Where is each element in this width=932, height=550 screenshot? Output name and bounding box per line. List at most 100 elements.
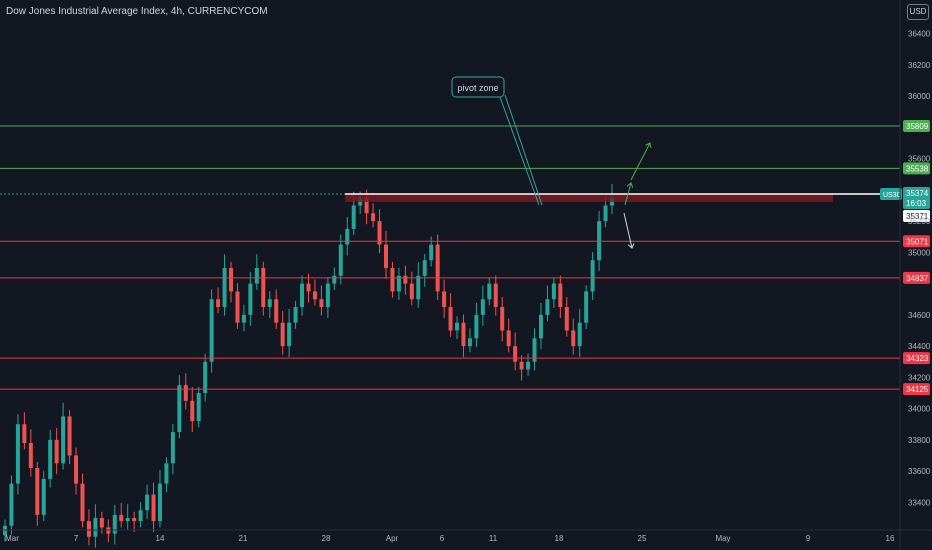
candle-body [132, 518, 137, 522]
candle-body [325, 283, 330, 308]
candle-body [119, 514, 124, 522]
candle-body [61, 416, 66, 464]
x-tick-label: 9 [806, 534, 811, 543]
x-tick-label: 28 [322, 534, 331, 543]
candle-body [312, 291, 317, 300]
candle-body [54, 439, 59, 464]
annotation-label: pivot zone [457, 83, 498, 93]
candle-body [584, 291, 589, 323]
up-arrow-head [626, 182, 634, 188]
candle-body [151, 494, 156, 522]
up-arrow [624, 182, 632, 206]
levels: 35809 35538 35071 34837 34323 34125 US30 353741… [0, 119, 930, 396]
candle-body [538, 314, 543, 339]
candle-body [332, 275, 337, 284]
x-tick-label: 16 [886, 534, 895, 543]
level-tag [903, 271, 930, 284]
y-tick-label: 35200 [908, 217, 931, 226]
annotation-pointer [504, 94, 543, 206]
candle-body [293, 307, 298, 323]
candle-body [319, 299, 324, 308]
candle-body [229, 268, 234, 292]
level-label: 34837 [906, 274, 929, 283]
candles [3, 183, 614, 548]
candle-body [35, 468, 40, 515]
level-tag [903, 162, 930, 175]
x-tick-label: 18 [555, 534, 564, 543]
candle-body [196, 393, 201, 422]
level-tag [903, 352, 930, 365]
candle-body [112, 514, 117, 534]
candle-body [338, 244, 343, 276]
x-tick-label: 21 [239, 534, 248, 543]
level-label: 35809 [906, 122, 929, 131]
y-tick-label: 33800 [908, 436, 931, 445]
candle-body [590, 260, 595, 292]
candle-body [409, 283, 414, 300]
down-arrow-head [627, 243, 635, 249]
candle-body [300, 283, 305, 308]
candle-body [532, 338, 537, 362]
candle-body [487, 283, 492, 300]
level-label: 34323 [906, 354, 929, 363]
candle-body [351, 205, 356, 229]
y-tick-label: 33400 [908, 498, 931, 507]
symbol-label: US30 [883, 192, 901, 199]
candle-body [48, 439, 53, 479]
currency-button[interactable]: USD [907, 4, 929, 20]
resistance-zone [345, 193, 833, 202]
candle-body [67, 416, 72, 456]
candle-body [157, 483, 162, 522]
x-tick-label: 6 [440, 534, 445, 543]
level-tag [903, 383, 930, 396]
target-arrow [630, 142, 651, 181]
annotation: pivot zone [451, 76, 652, 249]
x-tick-label: Apr [386, 534, 399, 543]
y-tick-label: 34600 [908, 311, 931, 320]
candle-body [138, 510, 143, 522]
candle-body [209, 299, 214, 362]
candle-body [306, 283, 311, 292]
candle-body [377, 221, 382, 245]
candle-body [545, 299, 550, 315]
candle-body [551, 283, 556, 300]
price-tag [903, 186, 930, 209]
candle-body [500, 307, 505, 331]
candle-body [267, 299, 272, 308]
candle-body [526, 361, 531, 370]
y-tick-label: 34200 [908, 373, 931, 382]
candle-body [216, 299, 221, 308]
y-tick-label: 33600 [908, 467, 931, 476]
candle-body [164, 463, 169, 484]
candle-body [513, 346, 518, 362]
x-tick-label: 14 [156, 534, 165, 543]
y-tick-label: 35000 [908, 248, 931, 257]
level-label: 34125 [906, 385, 929, 394]
x-tick-label: Mar [5, 534, 19, 543]
candle-body [261, 268, 266, 308]
level-label: 35071 [906, 237, 929, 246]
candle-body [125, 518, 130, 522]
y-tick-label: 36400 [908, 30, 931, 39]
price-value: 35374 [906, 189, 929, 198]
candle-body [429, 244, 434, 261]
candle-body [577, 322, 582, 347]
level-label: 35538 [906, 164, 929, 173]
candle-body [558, 283, 563, 308]
candle-body [74, 455, 79, 484]
target-arrow-head [645, 142, 652, 149]
candle-body [364, 197, 369, 214]
candle-body [80, 483, 85, 522]
candle-body [15, 424, 20, 484]
candle-body [345, 228, 350, 245]
candle-body [203, 361, 208, 393]
candle-body [235, 291, 240, 323]
candle-body [170, 432, 175, 464]
candle-body [9, 483, 14, 526]
y-tick-label: 35600 [908, 155, 931, 164]
price-countdown: 16:03 [906, 199, 927, 208]
down-arrow [623, 212, 633, 249]
candle-body [422, 260, 427, 276]
